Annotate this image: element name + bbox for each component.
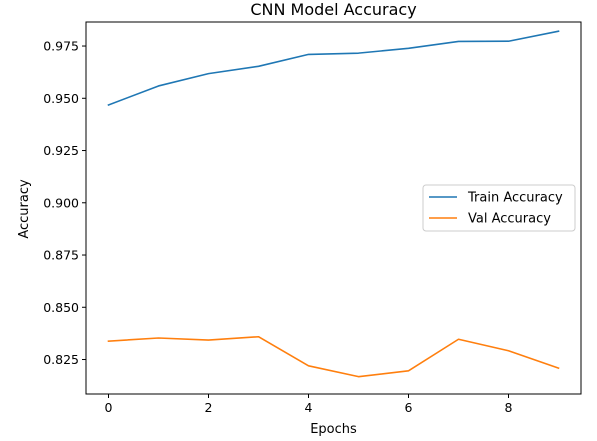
legend-box	[422, 184, 576, 232]
y-tick-label: 0.875	[43, 248, 79, 263]
y-tick-label: 0.950	[43, 91, 79, 106]
x-tick-label: 2	[205, 400, 213, 415]
y-tick-label: 0.925	[43, 143, 79, 158]
y-tick-label: 0.825	[43, 352, 79, 367]
series-line-val-accuracy	[107, 335, 560, 378]
x-axis-ticks: 0 2 4 6 8	[105, 394, 513, 415]
y-tick-label: 0.900	[43, 195, 79, 210]
legend-label: Train Accuracy	[467, 191, 563, 206]
y-tick-label: 0.975	[43, 39, 79, 54]
x-tick-label: 0	[105, 400, 113, 415]
series-layer	[107, 30, 560, 378]
y-axis-ticks: 0.825 0.850 0.875 0.900 0.925 0.950 0.975	[43, 39, 86, 367]
y-axis-label: Accuracy	[17, 179, 32, 239]
y-tick-label: 0.850	[43, 300, 79, 315]
series-line-train-accuracy	[107, 30, 560, 107]
plot-area-frame	[85, 21, 582, 395]
legend: Train Accuracy Val Accuracy	[422, 184, 576, 232]
x-tick-label: 8	[505, 400, 513, 415]
x-tick-label: 6	[405, 400, 413, 415]
x-tick-label: 4	[305, 400, 313, 415]
x-axis-label: Epochs	[310, 422, 357, 437]
chart-title: CNN Model Accuracy	[250, 0, 416, 19]
legend-label: Val Accuracy	[468, 212, 551, 227]
